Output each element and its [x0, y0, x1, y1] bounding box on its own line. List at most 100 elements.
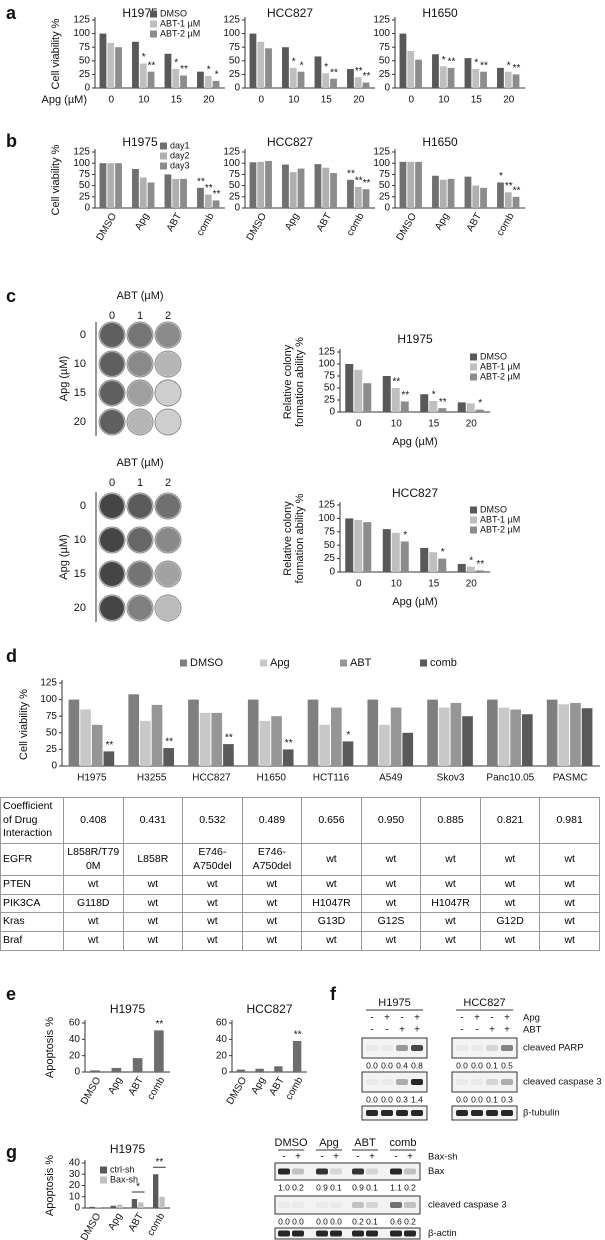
table-cell: 0.431 — [122, 797, 184, 844]
table-row: PTEN wt wt wt wt wt wt wt wt wt — [0, 875, 600, 895]
table-cell: wt — [301, 842, 362, 877]
table-row: EGFR L858R/T790M L858R E746-A750del E746-A75… — [0, 842, 600, 877]
bar — [322, 73, 330, 88]
band-quantification: 0.0 — [366, 1060, 378, 1070]
table-cell: 0.981 — [539, 797, 600, 844]
x-tick-label: ABT — [127, 1211, 146, 1233]
group-label: HCC827 — [463, 997, 505, 1009]
x-tick-label: Apg — [106, 1075, 124, 1096]
y-tick-label: 125 — [373, 147, 390, 158]
table-cell: wt — [420, 842, 481, 877]
table-row: Braf wt wt wt wt wt wt wt wt wt — [0, 931, 600, 951]
bar — [497, 182, 504, 208]
column-title: ABT (µM) — [116, 457, 163, 469]
y-tick-label: 50 — [229, 180, 241, 191]
y-axis-label: Relative colony — [282, 344, 294, 419]
x-tick-label: ABT — [165, 211, 184, 233]
band-quantification: 0.9 — [352, 1182, 364, 1192]
bar — [379, 724, 390, 766]
bar — [159, 1196, 165, 1208]
band-quantification: 0.1 — [486, 1094, 498, 1104]
table-cell: wt — [479, 931, 541, 951]
x-tick-label: ABT — [127, 1075, 146, 1097]
x-tick-label: Skov3 — [437, 773, 465, 784]
column-label: 0 — [109, 310, 115, 322]
band-quantification: 0.5 — [501, 1060, 513, 1070]
band — [390, 1168, 402, 1175]
legend-swatch — [150, 30, 157, 38]
x-tick-label: 0 — [356, 419, 362, 430]
y-tick-label: 125 — [73, 147, 90, 158]
chart-title: HCC827 — [246, 1002, 292, 1016]
colony-well — [154, 594, 182, 622]
bar — [257, 41, 265, 88]
x-tick-label: 20 — [203, 95, 215, 106]
band — [352, 1168, 364, 1175]
bar — [399, 33, 407, 88]
y-tick-label: 0 — [329, 567, 335, 578]
bar — [504, 71, 512, 88]
significance: ** — [155, 1157, 163, 1168]
bar — [521, 714, 533, 766]
bar — [164, 53, 172, 88]
band — [390, 1230, 402, 1237]
y-tick-label: 50 — [324, 540, 336, 551]
band — [316, 1230, 328, 1237]
colony-stain — [100, 410, 124, 434]
legend-label: ABT-1 µM — [160, 18, 200, 28]
x-axis-label: Apg (µM) — [392, 596, 437, 608]
band-quantification: 0.1 — [366, 1216, 378, 1226]
chart-title: H1975 — [397, 332, 433, 346]
bar — [115, 47, 122, 88]
significance: ** — [363, 178, 371, 189]
bar — [172, 178, 180, 208]
bar — [289, 172, 297, 208]
colony-stain — [100, 381, 124, 405]
band — [411, 1079, 423, 1085]
bar — [265, 160, 272, 208]
bar — [570, 702, 581, 766]
chart-title: H1650 — [422, 135, 458, 149]
legend-label: DMSO — [480, 504, 507, 514]
legend-swatch — [150, 20, 157, 28]
treatment-sign: + — [399, 1025, 405, 1036]
y-tick-label: 125 — [223, 15, 240, 26]
legend-label: day3 — [170, 160, 190, 170]
bar — [180, 75, 187, 88]
x-tick-label: H1975 — [77, 773, 107, 784]
x-axis-label: Apg (µM) — [392, 436, 437, 448]
y-tick-label: 100 — [40, 694, 57, 705]
band-label: Bax — [428, 1166, 445, 1177]
x-tick-label: 10 — [391, 419, 403, 430]
bar — [345, 364, 354, 412]
band-quantification: 1.1 — [390, 1182, 402, 1192]
table-cell: E746-A750del — [241, 842, 303, 877]
x-tick-label: PASMC — [553, 773, 588, 784]
band-quantification: 0.3 — [396, 1094, 408, 1104]
bar — [415, 59, 422, 88]
legend-label: ctrl-sh — [110, 1164, 135, 1174]
band — [396, 1110, 408, 1116]
panel-label: a — [6, 3, 17, 23]
bar — [247, 699, 259, 766]
y-tick-label: 20 — [69, 1180, 81, 1191]
y-tick-label: 75 — [229, 42, 241, 53]
table-cell: 0.885 — [420, 797, 481, 844]
bar — [382, 376, 391, 412]
colony-stain — [156, 410, 180, 434]
chart-title: HCC827 — [267, 6, 313, 20]
bar — [99, 33, 107, 88]
y-tick-label: 10 — [69, 1191, 81, 1202]
bar — [400, 541, 409, 572]
table-cell: wt — [241, 931, 303, 951]
band — [366, 1045, 378, 1051]
colony-stain — [100, 323, 124, 347]
band-quantification: 0.1 — [330, 1182, 342, 1192]
bar — [95, 1206, 101, 1208]
x-tick-label: Apg — [283, 211, 301, 232]
bar — [354, 186, 362, 208]
y-tick-label: 50 — [324, 383, 336, 394]
y-tick-label: 20 — [216, 1050, 228, 1061]
bar — [347, 68, 354, 88]
bar — [265, 48, 272, 88]
